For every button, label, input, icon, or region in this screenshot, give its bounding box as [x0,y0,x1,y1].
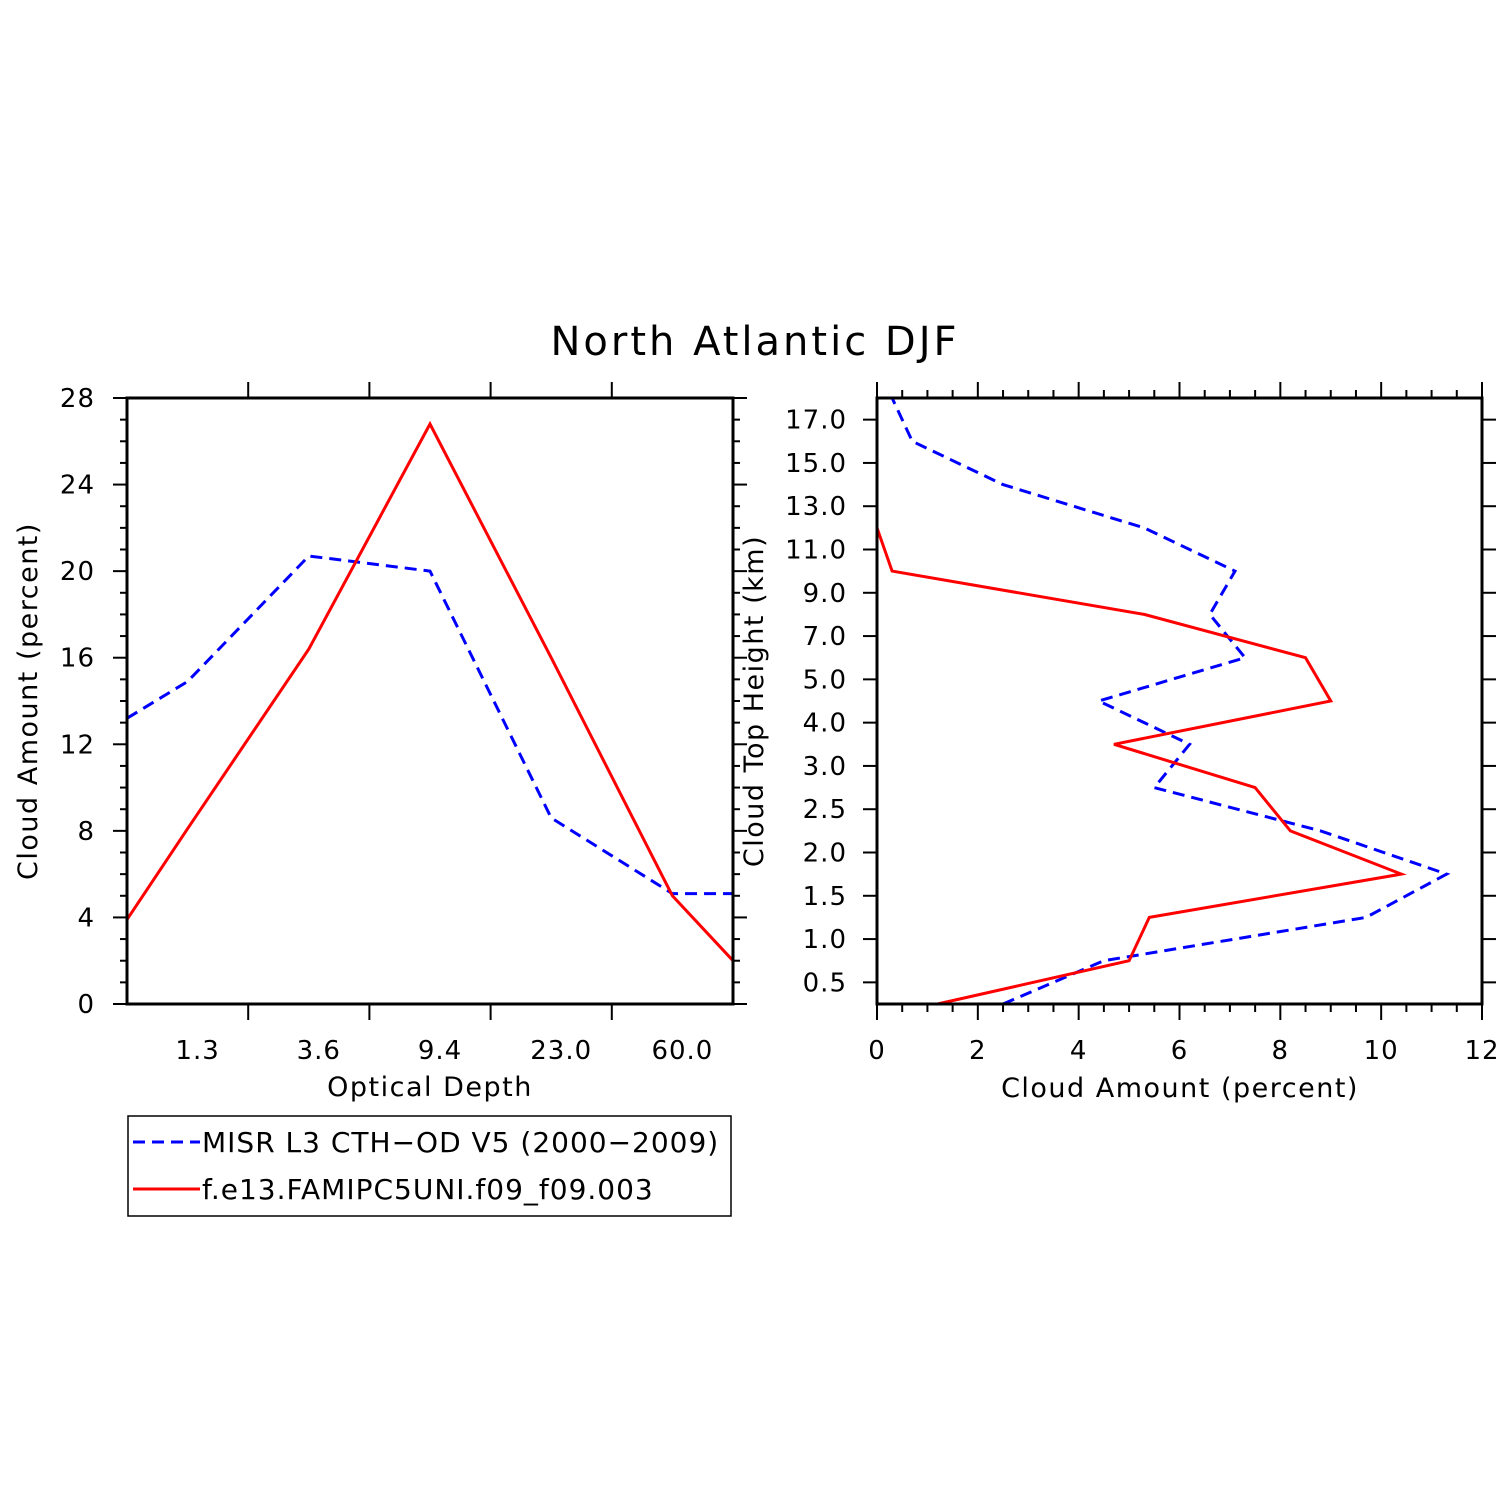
left-x-tick-label-9-4: 9.4 [418,1036,462,1066]
right-series-layer [875,397,1451,1006]
legend: MISR L3 CTH−OD V5 (2000−2009) f.e13.FAMI… [127,1115,732,1217]
left-plot-frame [125,396,735,1006]
left-y-tick-label-0: 0 [77,990,95,1020]
left-y-tick-label-8: 8 [77,817,95,847]
right-plot-frame [875,396,1484,1006]
right-y-tick-label-7-0: 7.0 [803,622,847,652]
right-x-tick-label-6: 6 [1171,1036,1189,1066]
right-y-tick-label-2-0: 2.0 [803,839,847,869]
left-y-tick-label-16: 16 [60,644,95,674]
left-y-tick-label-24: 24 [60,471,95,501]
right-x-tick-label-4: 4 [1070,1036,1088,1066]
left-series-layer [125,420,735,962]
right-x-tick-label-0: 0 [868,1036,886,1066]
right-y-tick-label-4-0: 4.0 [803,709,847,739]
left-y-tick-label-20: 20 [60,557,95,587]
right-x-tick-label-2: 2 [969,1036,987,1066]
right-series-line-f-e13-famipc5uni-f09-f09-003 [875,398,1407,1006]
left-series-line-f-e13-famipc5uni-f09-f09-003 [125,420,735,962]
right-x-tick-label-12: 12 [1464,1036,1499,1066]
left-ticks-layer: 0 4 8 12 16 20 24 28 1.3 3.6 9.4 23.0 60.0 [60,382,747,1066]
right-y-tick-label-17-0: 17.0 [785,406,847,436]
right-y-tick-label-3-0: 3.0 [803,752,847,782]
right-series-line-misr-l3-cth-od-v5-2000-2009 [890,397,1451,1006]
left-x-axis-label: Optical Depth [327,1072,533,1103]
right-x-axis-label: Cloud Amount (percent) [1001,1073,1359,1104]
right-y-tick-label-0-5: 0.5 [803,968,847,998]
right-ticks-layer: 0 2 4 6 8 10 12 0.5 1.0 1.5 2.0 2.5 3.0 4.0 5.0 7.0 9.0 1… [785,382,1499,1066]
left-series-line-misr-l3-cth-od-v5-2000-2009 [126,554,733,896]
left-x-tick-label-23-0: 23.0 [530,1036,592,1066]
left-y-axis-label: Cloud Amount (percent) [13,522,44,880]
legend-label-misr: MISR L3 CTH−OD V5 (2000−2009) [202,1126,719,1159]
cloud-top-height-panel: 0 2 4 6 8 10 12 0.5 1.0 1.5 2.0 2.5 3.0 4.0 5.0 7.0 9.0 1… [739,382,1499,1104]
right-x-tick-label-8: 8 [1272,1036,1290,1066]
left-x-tick-label-60-0: 60.0 [651,1036,713,1066]
right-y-tick-label-13-0: 13.0 [785,492,847,522]
right-x-tick-label-10: 10 [1364,1036,1399,1066]
left-x-tick-label-3-6: 3.6 [297,1036,341,1066]
legend-label-model: f.e13.FAMIPC5UNI.f09_f09.003 [202,1173,654,1206]
left-y-tick-label-28: 28 [60,384,95,414]
legend-box [127,1115,732,1217]
right-y-tick-label-9-0: 9.0 [803,579,847,609]
right-y-tick-label-1-0: 1.0 [803,925,847,955]
optical-depth-panel: 0 4 8 12 16 20 24 28 1.3 3.6 9.4 23.0 60.0 Optical D… [13,382,747,1103]
left-x-tick-label-1-3: 1.3 [175,1036,219,1066]
right-y-tick-label-15-0: 15.0 [785,449,847,479]
right-y-tick-label-5-0: 5.0 [803,665,847,695]
chart-title: North Atlantic DJF [550,319,959,365]
right-y-tick-label-11-0: 11.0 [785,536,847,566]
right-y-tick-label-1-5: 1.5 [803,882,847,912]
right-y-tick-label-2-5: 2.5 [803,795,847,825]
left-y-tick-label-4: 4 [77,903,95,933]
right-y-axis-label: Cloud Top Height (km) [739,535,770,867]
left-y-tick-label-12: 12 [60,730,95,760]
